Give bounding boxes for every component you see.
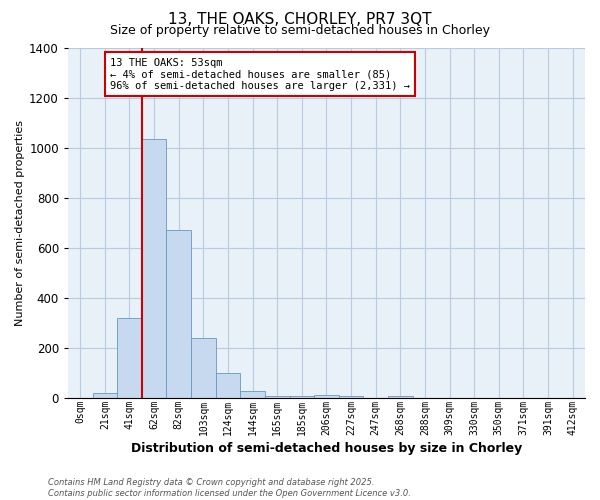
Text: 13, THE OAKS, CHORLEY, PR7 3QT: 13, THE OAKS, CHORLEY, PR7 3QT [168, 12, 432, 28]
Text: Contains HM Land Registry data © Crown copyright and database right 2025.
Contai: Contains HM Land Registry data © Crown c… [48, 478, 411, 498]
Bar [142, 139, 166, 398]
Bar [117, 318, 142, 398]
Bar [290, 396, 314, 398]
Bar [265, 396, 290, 398]
Bar [191, 338, 215, 398]
Text: Size of property relative to semi-detached houses in Chorley: Size of property relative to semi-detach… [110, 24, 490, 37]
Bar [240, 391, 265, 398]
Bar [166, 230, 191, 398]
Bar [215, 374, 240, 398]
Text: 13 THE OAKS: 53sqm
← 4% of semi-detached houses are smaller (85)
96% of semi-det: 13 THE OAKS: 53sqm ← 4% of semi-detached… [110, 58, 410, 90]
X-axis label: Distribution of semi-detached houses by size in Chorley: Distribution of semi-detached houses by … [131, 442, 522, 455]
Bar [339, 396, 364, 398]
Y-axis label: Number of semi-detached properties: Number of semi-detached properties [15, 120, 25, 326]
Bar [388, 396, 413, 398]
Bar [314, 394, 339, 398]
Bar [92, 394, 117, 398]
